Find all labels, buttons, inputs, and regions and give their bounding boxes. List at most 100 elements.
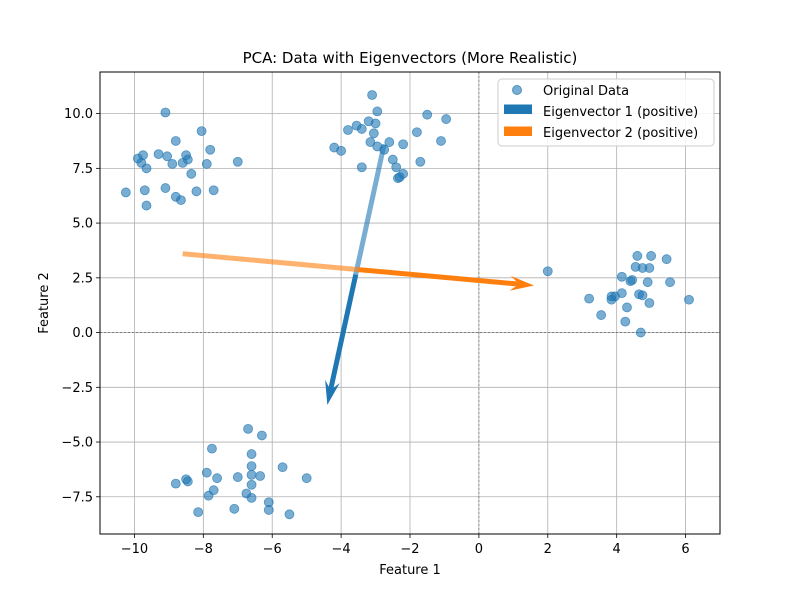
data-point xyxy=(138,150,148,161)
data-point xyxy=(212,473,223,484)
data-point xyxy=(229,503,240,514)
x-tick-label: −2 xyxy=(400,542,419,557)
x-tick-label: 2 xyxy=(544,542,552,557)
data-point xyxy=(120,187,131,198)
data-point xyxy=(182,476,193,487)
data-point xyxy=(263,505,274,515)
data-point xyxy=(243,424,254,434)
data-point xyxy=(356,124,367,134)
data-point xyxy=(622,302,632,313)
eigenvector-arrows xyxy=(182,143,534,405)
eigenvector-2-arrow xyxy=(182,251,534,291)
legend-swatch-original-data xyxy=(512,85,522,95)
y-axis-label: Feature 2 xyxy=(37,272,52,334)
legend-swatch-eigenvector-2 xyxy=(504,126,532,136)
y-tick-label: −5.0 xyxy=(61,436,93,451)
reference-lines xyxy=(100,72,720,534)
arrow-head-segment xyxy=(325,274,359,405)
data-point xyxy=(191,186,202,197)
data-point xyxy=(343,125,353,135)
x-tick-label: −4 xyxy=(332,542,351,557)
data-point xyxy=(170,478,181,489)
data-point xyxy=(162,151,173,162)
data-point xyxy=(336,145,347,156)
data-point xyxy=(637,290,648,301)
data-point xyxy=(646,251,657,261)
data-point xyxy=(616,271,627,282)
data-point xyxy=(170,136,181,146)
arrow-head-segment xyxy=(358,267,534,291)
data-point xyxy=(160,107,171,118)
data-point xyxy=(182,154,193,165)
data-point xyxy=(176,195,186,205)
data-point xyxy=(186,168,197,179)
y-tick-label: 7.5 xyxy=(72,162,93,177)
x-tick-label: −6 xyxy=(263,542,282,557)
data-point xyxy=(394,172,405,182)
data-point xyxy=(246,461,257,472)
axis-ticks: −10 −8 −6 −4 −2 0 2 4 6 −7.5 −5.0 −2.5 0.0 2.5 5.0 7.5 1… xyxy=(61,107,689,557)
y-tick-label: −2.5 xyxy=(61,381,93,396)
data-point xyxy=(203,490,214,501)
x-tick-label: −10 xyxy=(121,542,148,557)
data-point xyxy=(246,492,257,503)
data-point xyxy=(441,114,452,124)
legend-box xyxy=(497,78,715,147)
data-point xyxy=(256,430,267,441)
data-point xyxy=(596,310,607,320)
data-point xyxy=(422,109,433,120)
data-point xyxy=(644,263,655,273)
legend-label-eigenvector-2: Eigenvector 2 (positive) xyxy=(543,126,698,141)
data-point xyxy=(372,106,383,117)
data-point xyxy=(661,254,672,265)
data-point xyxy=(632,251,643,261)
arrow-tail-segment xyxy=(182,251,359,273)
data-point xyxy=(684,294,694,305)
data-point xyxy=(368,128,379,139)
data-point xyxy=(160,183,171,193)
data-point xyxy=(642,277,653,288)
x-tick-label: 0 xyxy=(475,542,483,557)
data-point xyxy=(232,156,243,167)
legend-label-original-data: Original Data xyxy=(543,84,629,99)
legend: Original Data Eigenvector 1 (positive) E… xyxy=(497,78,715,147)
x-tick-label: 6 xyxy=(681,542,689,557)
data-point xyxy=(167,159,178,169)
data-point xyxy=(255,471,266,481)
data-point xyxy=(436,136,446,146)
data-point xyxy=(398,139,409,150)
data-point xyxy=(201,467,212,478)
data-point xyxy=(284,509,295,520)
data-point xyxy=(193,507,204,518)
x-tick-label: −8 xyxy=(194,542,213,557)
data-point xyxy=(415,156,426,167)
data-point xyxy=(153,149,164,160)
chart-title: PCA: Data with Eigenvectors (More Realis… xyxy=(243,49,578,67)
data-point xyxy=(141,200,152,211)
data-point xyxy=(277,462,288,473)
y-tick-label: −7.5 xyxy=(61,490,93,505)
x-tick-label: 4 xyxy=(613,542,621,557)
data-point xyxy=(584,293,595,304)
data-point xyxy=(208,185,219,196)
data-point xyxy=(205,144,216,155)
data-point xyxy=(246,479,257,490)
data-point xyxy=(644,298,655,308)
data-point xyxy=(391,162,402,173)
y-tick-label: 10.0 xyxy=(64,107,93,122)
y-tick-label: 2.5 xyxy=(72,271,93,286)
data-point xyxy=(232,472,243,482)
data-point xyxy=(365,137,376,147)
data-point xyxy=(246,469,257,480)
data-point xyxy=(620,316,631,327)
data-point xyxy=(196,126,207,137)
data-point xyxy=(370,118,381,129)
data-point xyxy=(141,163,152,174)
data-point xyxy=(635,327,646,338)
legend-swatch-eigenvector-1 xyxy=(504,104,532,114)
data-point xyxy=(139,185,150,196)
x-axis-label: Feature 1 xyxy=(379,563,441,578)
data-point xyxy=(367,90,378,100)
